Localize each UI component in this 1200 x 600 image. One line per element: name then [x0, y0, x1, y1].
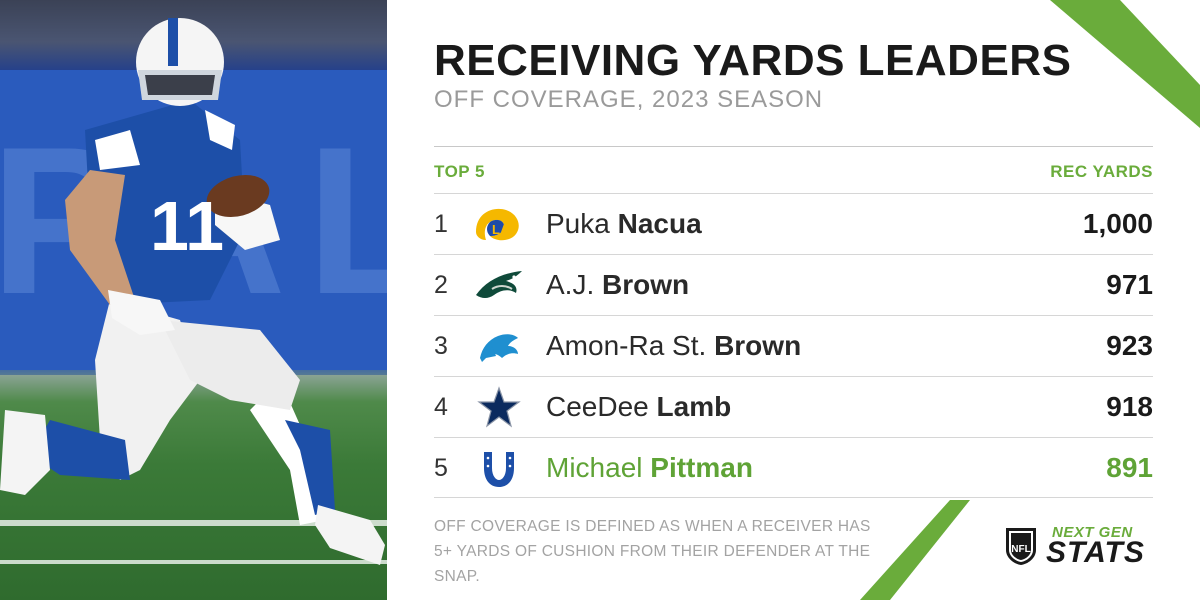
page-subtitle: OFF COVERAGE, 2023 SEASON	[434, 86, 824, 113]
rank-number: 1	[434, 210, 448, 238]
rank-number: 5	[434, 454, 448, 482]
rec-yards-value: 923	[1106, 330, 1153, 361]
column-header-yards: REC YARDS	[1050, 162, 1153, 181]
top-right-accent-stripe	[1050, 0, 1200, 128]
table-bottom-divider	[434, 497, 1153, 498]
brand-line-2: STATS	[1046, 536, 1145, 569]
yard-line	[0, 560, 387, 564]
eagles-logo-icon	[476, 271, 522, 298]
yard-line	[0, 520, 387, 526]
nfl-shield-icon: NFL	[1006, 528, 1036, 565]
jersey-number: 11	[150, 187, 224, 265]
rec-yards-value: 1,000	[1082, 208, 1153, 239]
player-photo: PAL 11	[0, 0, 387, 600]
table-row: 1 LA Puka Nacua 1,000	[434, 193, 1153, 254]
player-figure: 11	[0, 18, 385, 565]
player-name: Michael Pittman	[546, 452, 753, 483]
column-header-rank: TOP 5	[434, 162, 486, 181]
next-gen-stats-logo: NFL NEXT GEN STATS	[1004, 524, 1154, 570]
player-name: Amon-Ra St. Brown	[546, 330, 802, 361]
rec-yards-value: 918	[1106, 391, 1153, 422]
colts-horseshoe-icon	[484, 452, 514, 487]
table-row: 3 Amon-Ra St. Brown 923	[434, 315, 1153, 376]
brand-line-1: NEXT GEN	[1052, 524, 1133, 541]
definition-footnote: OFF COVERAGE IS DEFINED AS WHEN A RECEIV…	[434, 518, 871, 585]
table-row: 5 Michael Pittman 891	[434, 437, 1153, 498]
svg-text:NFL: NFL	[1011, 544, 1030, 555]
rec-yards-value: 971	[1106, 269, 1153, 300]
player-name: Puka Nacua	[546, 208, 702, 239]
player-name: CeeDee Lamb	[546, 391, 732, 422]
cowboys-star-icon	[477, 386, 521, 428]
header-divider	[434, 146, 1153, 147]
page-title: RECEIVING YARDS LEADERS	[434, 36, 1072, 85]
rams-logo-icon: LA	[476, 208, 519, 241]
bottom-accent-stripe	[860, 500, 970, 600]
lions-logo-icon	[480, 334, 518, 362]
table-row: 2 A.J. Brown 971	[434, 254, 1153, 315]
rank-number: 2	[434, 271, 448, 299]
table-row: 4 CeeDee Lamb 918	[434, 376, 1153, 437]
rank-number: 3	[434, 332, 448, 360]
svg-text:LA: LA	[492, 222, 510, 237]
rank-number: 4	[434, 393, 448, 421]
player-name: A.J. Brown	[546, 269, 690, 300]
rec-yards-value: 891	[1106, 452, 1153, 483]
